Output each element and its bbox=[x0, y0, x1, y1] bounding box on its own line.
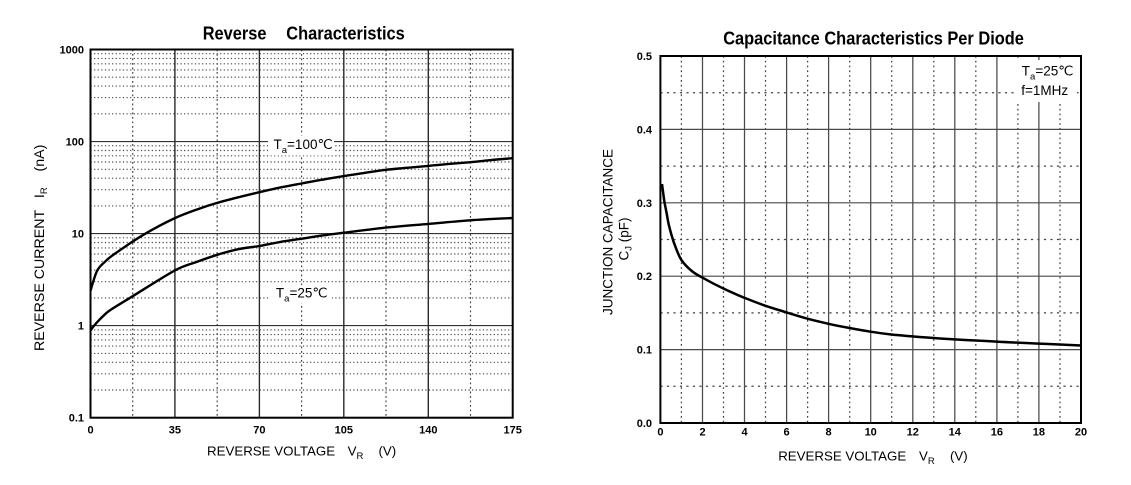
svg-text:0.1: 0.1 bbox=[637, 345, 652, 357]
svg-text:14: 14 bbox=[949, 427, 962, 439]
svg-text:10: 10 bbox=[72, 229, 84, 241]
svg-text:2: 2 bbox=[699, 427, 705, 439]
svg-text:4: 4 bbox=[741, 427, 748, 439]
svg-text:6: 6 bbox=[784, 427, 790, 439]
svg-text:(V): (V) bbox=[379, 444, 397, 459]
svg-text:(V): (V) bbox=[950, 448, 968, 463]
svg-text:Capacitance Characteristics Pe: Capacitance Characteristics Per Diode bbox=[723, 28, 1024, 49]
svg-text:REVERSE CURRENT IR (nA): REVERSE CURRENT IR (nA) bbox=[32, 145, 50, 351]
svg-text:140: 140 bbox=[419, 425, 437, 437]
svg-text:f=1MHz: f=1MHz bbox=[1021, 83, 1068, 98]
svg-text:Ta=25℃: Ta=25℃ bbox=[1022, 64, 1074, 83]
svg-text:JUNCTION CAPACITANCE: JUNCTION CAPACITANCE bbox=[601, 149, 616, 315]
svg-text:REVERSE VOLTAGE: REVERSE VOLTAGE bbox=[207, 444, 335, 459]
svg-text:Characteristics: Characteristics bbox=[286, 23, 404, 44]
svg-text:0.3: 0.3 bbox=[637, 198, 652, 210]
svg-text:Ta=100℃: Ta=100℃ bbox=[274, 137, 333, 156]
svg-text:0.0: 0.0 bbox=[637, 418, 652, 430]
svg-text:0: 0 bbox=[657, 427, 663, 439]
svg-text:0.5: 0.5 bbox=[637, 51, 652, 63]
svg-text:12: 12 bbox=[907, 427, 919, 439]
svg-text:35: 35 bbox=[169, 425, 181, 437]
svg-text:20: 20 bbox=[1075, 427, 1087, 439]
svg-text:0.2: 0.2 bbox=[637, 271, 652, 283]
svg-text:10: 10 bbox=[865, 427, 877, 439]
svg-text:100: 100 bbox=[66, 137, 84, 149]
svg-text:Ta=25℃: Ta=25℃ bbox=[276, 286, 328, 305]
svg-text:0.4: 0.4 bbox=[637, 124, 653, 136]
svg-text:18: 18 bbox=[1033, 427, 1045, 439]
svg-text:1000: 1000 bbox=[60, 45, 84, 57]
svg-text:70: 70 bbox=[253, 425, 265, 437]
svg-text:105: 105 bbox=[335, 425, 353, 437]
svg-text:0.1: 0.1 bbox=[69, 413, 84, 425]
svg-text:1: 1 bbox=[78, 321, 84, 333]
svg-text:8: 8 bbox=[826, 427, 832, 439]
svg-text:Reverse: Reverse bbox=[203, 23, 267, 44]
svg-text:REVERSE VOLTAGE: REVERSE VOLTAGE bbox=[778, 448, 906, 463]
svg-text:16: 16 bbox=[991, 427, 1003, 439]
svg-text:175: 175 bbox=[504, 425, 522, 437]
svg-text:0: 0 bbox=[87, 425, 93, 437]
